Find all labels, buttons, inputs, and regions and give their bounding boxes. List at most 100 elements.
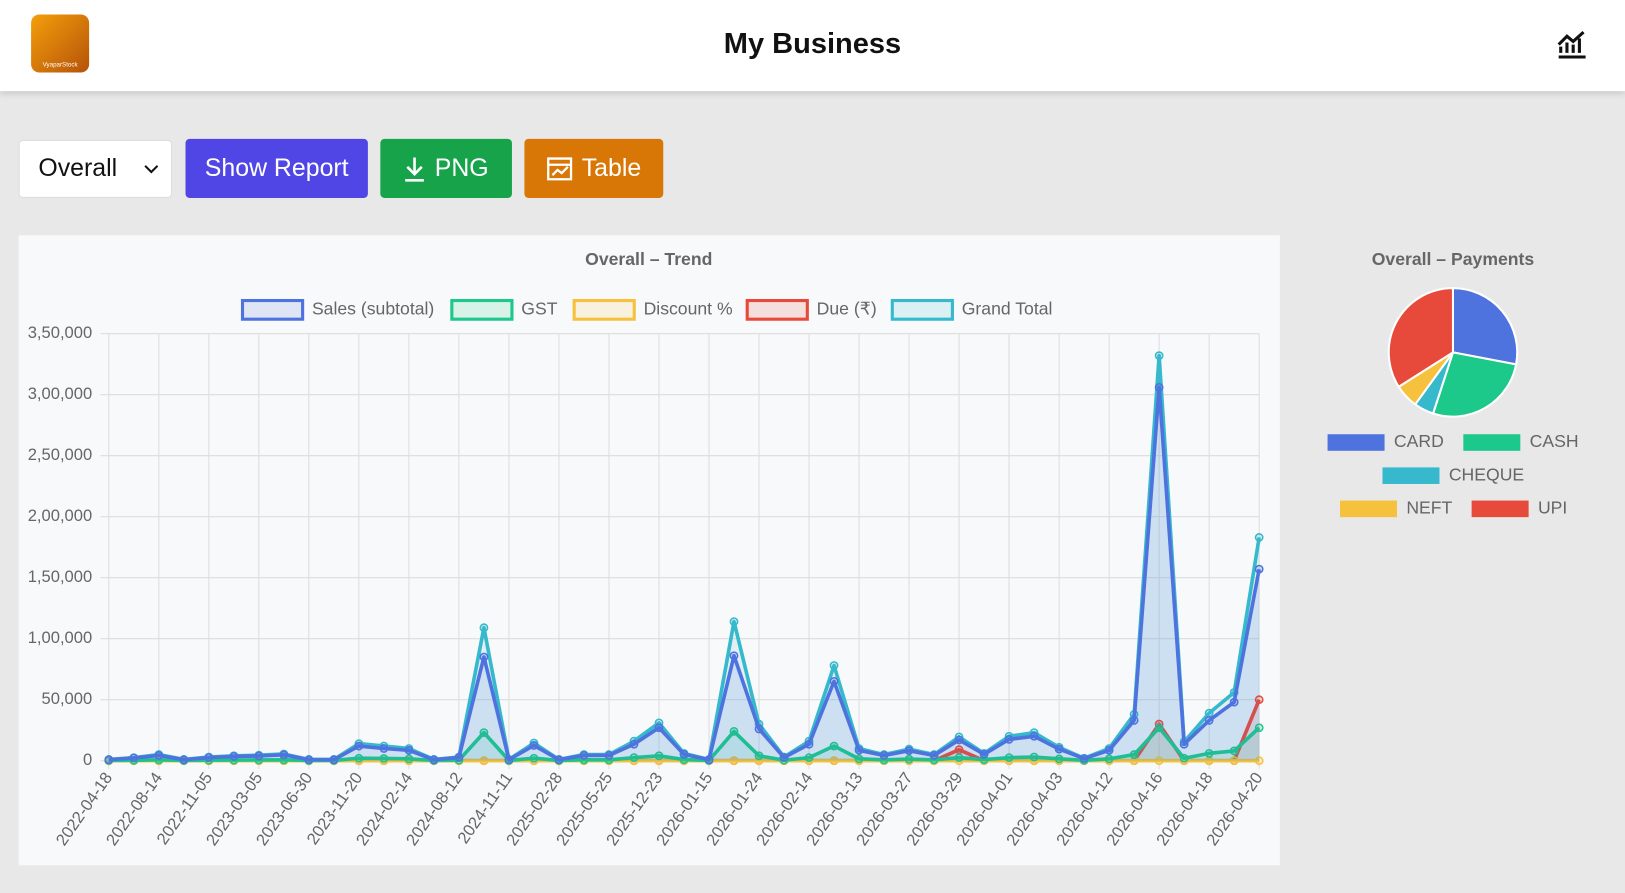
select-value: Overall <box>38 154 118 183</box>
data-point <box>1104 754 1114 764</box>
data-point <box>654 723 664 733</box>
legend-label: Sales (subtotal) <box>312 299 434 319</box>
data-point <box>129 753 139 763</box>
legend-label: CHEQUE <box>1449 464 1524 484</box>
data-point <box>1154 351 1164 361</box>
data-point <box>254 751 264 761</box>
data-point <box>1129 750 1139 759</box>
y-tick-label: 0 <box>83 750 92 769</box>
data-point <box>604 751 614 760</box>
series-area <box>108 387 1260 761</box>
data-point <box>1004 734 1014 744</box>
data-point <box>729 617 739 627</box>
series-area <box>108 699 1260 761</box>
chart-icon[interactable] <box>1557 30 1588 59</box>
data-point <box>829 756 839 766</box>
series-line <box>108 725 1261 763</box>
button-label: Table <box>581 153 642 182</box>
data-point <box>1254 695 1264 705</box>
data-point <box>754 724 764 734</box>
data-point <box>154 751 164 760</box>
pie-slice <box>1451 287 1519 366</box>
data-point <box>1054 744 1064 754</box>
legend-label: GST <box>521 299 557 319</box>
data-point <box>479 623 489 633</box>
data-point <box>1104 745 1114 755</box>
data-point <box>1004 753 1014 763</box>
data-point <box>829 741 839 751</box>
data-point <box>779 753 789 762</box>
data-point <box>329 755 339 765</box>
series-area <box>108 355 1260 761</box>
legend-swatch <box>572 298 636 321</box>
png-button[interactable]: PNG <box>380 138 512 198</box>
data-point <box>929 751 939 760</box>
chart-title: Overall – Payments <box>1372 249 1535 269</box>
legend-label: Discount % <box>644 299 733 319</box>
data-point <box>754 751 764 761</box>
data-point <box>429 755 439 765</box>
data-point <box>879 751 889 760</box>
data-point <box>1029 752 1039 762</box>
series-line <box>108 353 1261 762</box>
data-point <box>1129 756 1139 766</box>
legend-swatch <box>450 298 514 321</box>
series-line <box>108 385 1261 762</box>
series-area <box>108 727 1260 761</box>
data-point <box>354 741 364 751</box>
data-point <box>1229 697 1239 707</box>
legend-swatch <box>745 298 809 321</box>
data-point <box>979 749 989 759</box>
legend-label: CARD <box>1394 431 1444 451</box>
data-point <box>629 753 639 763</box>
table-button[interactable]: Table <box>524 138 664 198</box>
data-point <box>479 652 489 662</box>
data-point <box>1154 756 1164 766</box>
data-point <box>1254 533 1264 542</box>
data-point <box>804 739 814 749</box>
data-point <box>179 755 189 765</box>
data-point <box>1079 754 1089 764</box>
data-point <box>379 754 389 763</box>
data-point <box>954 735 964 745</box>
data-point <box>729 651 739 661</box>
data-point <box>554 755 564 765</box>
data-point <box>1129 716 1139 725</box>
data-point <box>654 751 664 761</box>
period-select[interactable]: Overall <box>18 139 173 198</box>
data-point <box>1204 748 1214 758</box>
header-title: My Business <box>723 26 902 60</box>
legend-swatch <box>240 298 305 321</box>
button-label: PNG <box>434 153 489 182</box>
button-label: Show Report <box>204 153 349 182</box>
y-tick-label: 3,50,000 <box>28 323 93 342</box>
data-point <box>529 753 539 763</box>
data-point <box>729 756 739 766</box>
data-point <box>1179 739 1189 749</box>
legend-label: Due (₹) <box>817 299 877 319</box>
data-point <box>479 756 489 766</box>
y-tick-label: 50,000 <box>42 689 93 708</box>
y-tick-label: 2,50,000 <box>28 445 93 464</box>
y-tick-label: 2,00,000 <box>28 506 93 525</box>
data-point <box>1204 708 1214 718</box>
data-point <box>1154 382 1164 392</box>
data-point <box>1254 756 1264 766</box>
data-point <box>379 744 389 753</box>
data-point <box>904 746 914 756</box>
legend-swatch <box>1471 500 1529 518</box>
legend-swatch <box>1327 434 1385 451</box>
show-report-button[interactable]: Show Report <box>185 138 368 198</box>
logo-text: VyaparStock <box>42 62 78 69</box>
data-point <box>1029 731 1039 741</box>
data-point <box>304 755 314 765</box>
data-point <box>704 755 714 765</box>
data-point <box>829 676 839 686</box>
data-point <box>579 751 589 760</box>
data-point <box>1229 756 1239 766</box>
logo[interactable]: VyaparStock <box>31 14 90 73</box>
data-point <box>404 745 414 755</box>
